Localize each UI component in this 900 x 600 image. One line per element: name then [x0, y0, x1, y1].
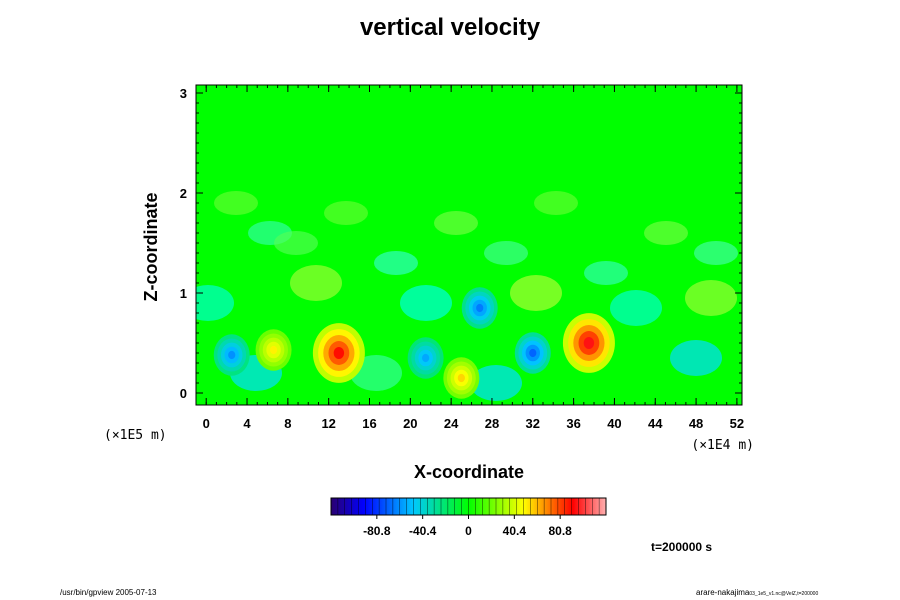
- x-tick-label: 8: [284, 416, 291, 431]
- updraft-cell: [562, 313, 615, 373]
- footer-left-text: /usr/bin/gpview 2005-07-13: [60, 588, 157, 597]
- x-tick-label: 40: [607, 416, 621, 431]
- colorbar-tick-label: 0: [465, 524, 472, 538]
- downdraft-contour: [529, 348, 537, 358]
- downdraft-contour: [422, 353, 430, 363]
- y-tick-label: 2: [180, 186, 187, 201]
- x-tick-label: 16: [362, 416, 376, 431]
- colorbar-tick-label: -40.4: [409, 524, 437, 538]
- plot-frame: [195, 84, 743, 406]
- footer-right-text: arare-nakajima03_1e5_v1.nc@VelZ,t=200000: [696, 588, 819, 597]
- updraft-contour: [457, 373, 465, 383]
- field-texture: [510, 275, 562, 311]
- field-texture: [400, 285, 452, 321]
- downdraft-cell: [461, 287, 498, 329]
- colorbar-tick-label: -80.8: [363, 524, 391, 538]
- field-texture: [196, 285, 234, 321]
- x-tick-label: 28: [485, 416, 499, 431]
- updraft-contour: [269, 345, 278, 355]
- field-texture: [324, 201, 368, 225]
- colorbar-tick-label: 40.4: [503, 524, 527, 538]
- field-texture: [644, 221, 688, 245]
- updraft-contour: [583, 337, 595, 349]
- y-axis-label: Z-coordinate: [141, 192, 161, 301]
- downdraft-cell: [514, 332, 551, 374]
- updraft-contour: [333, 347, 345, 359]
- downdraft-cell: [213, 334, 250, 376]
- chart-title: vertical velocity: [359, 14, 541, 41]
- updraft-cell: [443, 357, 480, 399]
- x-tick-label: 20: [403, 416, 417, 431]
- z-scale-note: (×1E5 m): [104, 428, 167, 443]
- field-texture: [610, 290, 662, 326]
- field-texture: [214, 191, 258, 215]
- y-tick-label: 3: [180, 86, 187, 101]
- downdraft-contour: [476, 303, 484, 313]
- y-tick-label: 1: [180, 286, 187, 301]
- field-texture: [374, 251, 418, 275]
- x-tick-label: 32: [526, 416, 540, 431]
- updraft-cell: [255, 329, 292, 371]
- x-tick-label: 24: [444, 416, 459, 431]
- field-texture: [434, 211, 478, 235]
- field-texture: [534, 191, 578, 215]
- x-axis-label: X-coordinate: [414, 462, 524, 482]
- downdraft-cell: [407, 337, 444, 379]
- field-texture: [274, 231, 318, 255]
- x-scale-note: (×1E4 m): [691, 438, 754, 453]
- field-texture: [484, 241, 528, 265]
- x-tick-label: 48: [689, 416, 703, 431]
- x-tick-label: 4: [243, 416, 251, 431]
- field-texture: [694, 241, 738, 265]
- x-tick-label: 0: [203, 416, 210, 431]
- field-texture: [470, 365, 522, 401]
- field-texture: [290, 265, 342, 301]
- time-label: t=200000 s: [651, 540, 713, 554]
- y-tick-label: 0: [180, 386, 187, 401]
- x-tick-label: 36: [566, 416, 580, 431]
- x-tick-label: 44: [648, 416, 663, 431]
- field-texture: [584, 261, 628, 285]
- updraft-cell: [312, 323, 365, 383]
- field-texture: [685, 280, 737, 316]
- downdraft-contour: [228, 350, 236, 360]
- field-texture: [670, 340, 722, 376]
- x-tick-label: 52: [730, 416, 744, 431]
- colorbar-tick-label: 80.8: [548, 524, 572, 538]
- x-tick-label: 12: [321, 416, 335, 431]
